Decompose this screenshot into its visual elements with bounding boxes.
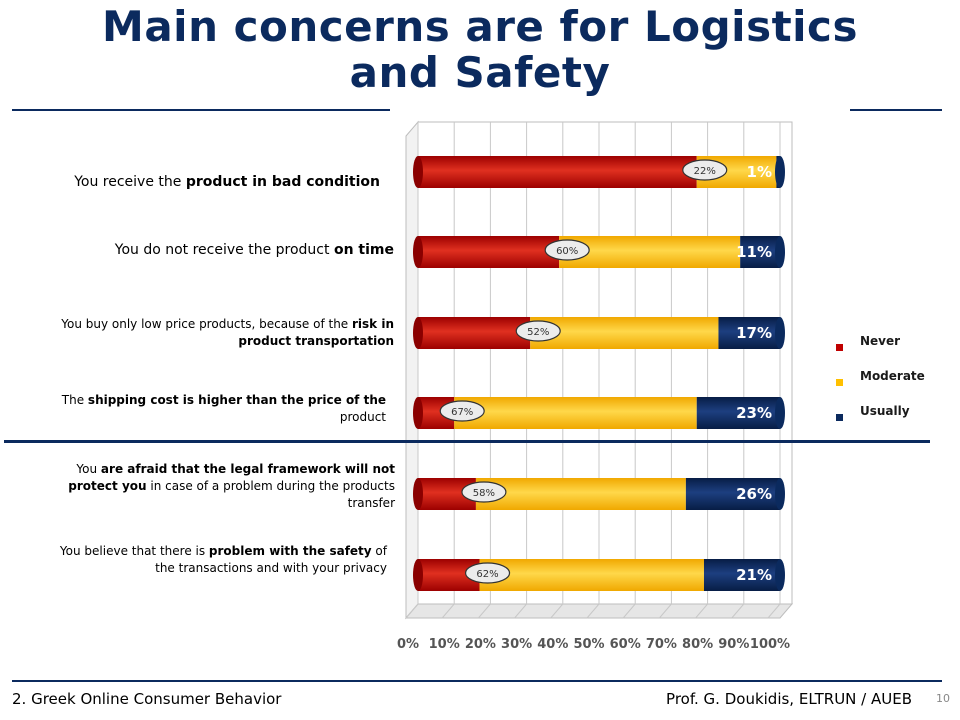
moderate-data-label: 62% [476, 569, 498, 580]
bar-never [418, 236, 560, 268]
gridline-floor [695, 603, 708, 619]
moderate-label-bubble [461, 481, 507, 503]
gridline-floor [405, 603, 419, 619]
moderate-label-bubble [464, 562, 511, 584]
question-label-4: The shipping cost is higher than the pri… [61, 393, 386, 424]
footer-section-title: 2. Greek Online Consumer Behavior [12, 690, 282, 708]
bar-moderate [454, 397, 697, 429]
bar-cap-right [775, 478, 785, 510]
question-label-5: You are afraid that the legal framework … [68, 462, 395, 510]
bar-cap-right [775, 236, 785, 268]
usually-data-label: 17% [736, 324, 772, 342]
bar-cap-left [413, 478, 423, 510]
gridline-floor [586, 603, 600, 619]
x-tick-label: 70% [646, 637, 677, 652]
moderate-data-label: 60% [556, 246, 578, 257]
middle-rule [4, 440, 930, 443]
bar-cap-left [413, 156, 423, 188]
slide-title: Main concerns are for Logistics and Safe… [0, 4, 960, 96]
page-number: 10 [936, 692, 950, 705]
legend-swatch-never [836, 344, 843, 351]
bar-moderate [475, 478, 686, 510]
gridline-floor [478, 603, 491, 619]
x-tick-label: 80% [682, 637, 713, 652]
gridline-floor [441, 603, 455, 619]
legend-swatch-usually [836, 414, 843, 421]
x-tick-label: 60% [610, 637, 641, 652]
bar-cap-left [413, 317, 423, 349]
moderate-label-bubble [544, 239, 590, 261]
moderate-label-bubble [682, 159, 728, 181]
bar-cap-left [413, 397, 423, 429]
footer-author: Prof. G. Doukidis, ELTRUN / AUEB [666, 690, 912, 708]
x-tick-label: 50% [573, 637, 604, 652]
bar-cap-right [775, 559, 785, 591]
legend-swatch-moderate [836, 379, 843, 386]
gridline-floor [622, 603, 636, 619]
usually-data-label: 23% [736, 404, 772, 422]
gridline-floor [550, 603, 564, 619]
usually-data-label: 26% [736, 485, 772, 503]
bar-never [418, 317, 531, 349]
bar-usually [703, 559, 780, 591]
bar-usually [740, 236, 780, 268]
moderate-data-label: 67% [451, 407, 473, 418]
bar-usually [685, 478, 780, 510]
moderate-data-label: 52% [527, 327, 549, 338]
legend-label-moderate: Moderate [860, 369, 925, 383]
usually-data-label: 21% [736, 566, 772, 584]
bar-never [418, 156, 697, 188]
moderate-label-bubble [515, 320, 561, 342]
moderate-label-bubble [439, 400, 485, 422]
x-tick-label: 40% [537, 637, 568, 652]
bar-moderate [479, 559, 704, 591]
gridline-floor [731, 603, 745, 619]
footer-rule [12, 680, 942, 682]
bar-cap-right [775, 397, 785, 429]
title-rule-right [850, 109, 942, 111]
bar-moderate [530, 317, 719, 349]
bar-cap-left [413, 236, 423, 268]
chart-back-wall [417, 121, 793, 605]
x-tick-label: 0% [397, 637, 419, 652]
chart-side-wall [405, 120, 419, 620]
gridline-floor [659, 603, 672, 619]
question-label-3: You buy only low price products, because… [61, 317, 394, 348]
x-tick-label: 10% [429, 637, 460, 652]
legend-label-never: Never [860, 334, 901, 348]
usually-data-label: 11% [736, 243, 772, 261]
legend-label-usually: Usually [860, 404, 910, 418]
x-tick-label: 30% [501, 637, 532, 652]
bar-usually [696, 397, 780, 429]
question-label-1: You receive the product in bad condition [74, 174, 380, 190]
question-label-6: You believe that there is problem with t… [59, 544, 387, 575]
title-rule-left [12, 109, 390, 111]
usually-data-label: 1% [747, 163, 772, 181]
x-tick-label: 20% [465, 637, 496, 652]
bar-usually [718, 317, 780, 349]
bar-cap-right [775, 317, 785, 349]
x-tick-label: 100% [750, 637, 790, 652]
bar-cap-left [413, 559, 423, 591]
gridline-floor [767, 603, 781, 619]
gridline-floor [514, 603, 527, 619]
moderate-data-label: 22% [694, 166, 716, 177]
moderate-data-label: 58% [473, 488, 495, 499]
question-label-2: You do not receive the product on time [114, 242, 394, 258]
slide-title-line-1: Main concerns are for Logistics [102, 2, 858, 51]
slide-title-line-2: and Safety [349, 48, 611, 97]
bar-cap-right [775, 156, 785, 188]
x-tick-label: 90% [718, 637, 749, 652]
